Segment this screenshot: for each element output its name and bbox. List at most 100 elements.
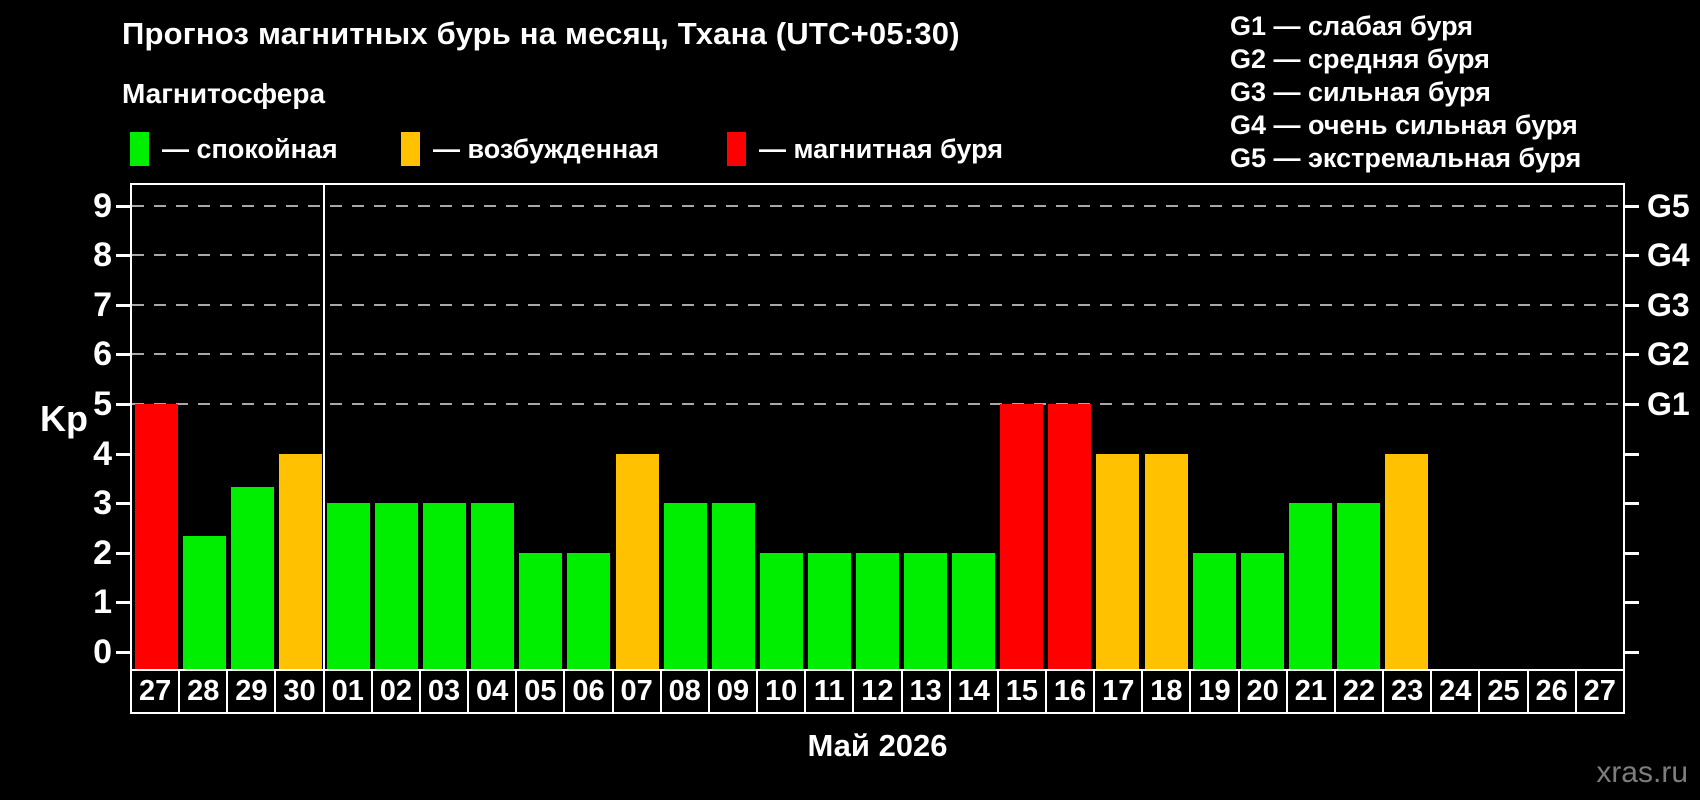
y-axis-label-8: 8 [93, 236, 112, 275]
day-label-13-slot-16: 13 [900, 671, 949, 712]
y-axis-tick-2 [116, 551, 130, 555]
watermark: xras.ru [1596, 756, 1688, 789]
bar-day-11 [807, 552, 851, 669]
bar-day-23 [1385, 453, 1429, 669]
right-axis-tick-6 [1625, 353, 1639, 357]
bar-day-18 [1144, 453, 1188, 669]
right-axis-label-g3: G3 [1647, 286, 1690, 323]
g4-legend-line: G4 — очень сильная буря [1230, 110, 1578, 140]
bar-day-06 [567, 552, 611, 669]
day-label-11-slot-14: 11 [804, 671, 852, 712]
bar-day-29 [230, 486, 274, 669]
y-axis-label-9: 9 [93, 186, 112, 225]
gridline-kp-9 [132, 204, 1623, 207]
bar-day-01 [326, 503, 370, 669]
bar-day-08 [663, 503, 707, 669]
g1-legend-line: G1 — слабая буря [1230, 11, 1474, 41]
right-axis-tick-1 [1625, 601, 1639, 605]
y-axis-tick-3 [116, 502, 130, 506]
day-label-06-slot-9: 06 [563, 671, 611, 712]
right-axis-tick-8 [1625, 254, 1639, 258]
bar-day-19 [1192, 552, 1236, 669]
magnetosphere-label: Магнитосфера [122, 78, 326, 109]
legend-item-quiet: — спокойная [130, 131, 338, 167]
right-axis-label-g4: G4 [1647, 237, 1690, 274]
day-label-18-slot-21: 18 [1141, 671, 1189, 712]
legend-label: — спокойная [162, 133, 338, 164]
bar-day-13 [904, 552, 948, 669]
month-separator-line [323, 185, 326, 669]
excited-color-swatch [401, 132, 420, 166]
y-axis-label-6: 6 [93, 335, 112, 374]
day-label-26-slot-29: 26 [1526, 671, 1575, 712]
right-axis-tick-9 [1625, 204, 1639, 208]
y-axis-label-1: 1 [93, 583, 112, 622]
right-axis-tick-5 [1625, 403, 1639, 406]
y-axis-tick-7 [116, 303, 130, 307]
day-label-16-slot-19: 16 [1044, 671, 1093, 712]
day-label-20-slot-23: 20 [1237, 671, 1286, 712]
bar-day-27 [134, 404, 178, 669]
y-axis-label-7: 7 [93, 285, 112, 324]
gridline-kp-5 [132, 403, 1623, 405]
day-label-19-slot-22: 19 [1189, 671, 1237, 712]
day-label-02-slot-5: 02 [370, 671, 419, 712]
day-label-22-slot-25: 22 [1333, 671, 1382, 712]
g3-legend-line: G3 — сильная буря [1230, 77, 1491, 107]
y-axis-label-3: 3 [93, 484, 112, 523]
day-label-30-slot-3: 30 [274, 671, 322, 712]
bar-day-15 [1000, 404, 1044, 669]
g5-legend-line: G5 — экстремальная буря [1230, 143, 1582, 173]
legend-label: — возбужденная [433, 133, 659, 164]
bar-day-17 [1096, 453, 1140, 669]
legend-label: — магнитная буря [759, 133, 1003, 164]
day-label-14-slot-17: 14 [948, 671, 997, 712]
bar-day-12 [856, 552, 899, 669]
day-label-12-slot-15: 12 [852, 671, 900, 712]
day-label-21-slot-24: 21 [1285, 671, 1334, 712]
right-axis-tick-2 [1625, 551, 1639, 555]
plot-area: 0 1 2 3 4 5 6 7 8 9 G1 G2 G3 G4 G5 [93, 183, 1690, 671]
y-axis-tick-0 [116, 651, 130, 654]
day-label-29-slot-2: 29 [226, 671, 274, 712]
bar-day-07 [615, 453, 659, 669]
day-labels-row: 27 28 29 30 01 02 03 04 05 06 07 08 09 10 11 12 13 14 15 16… [130, 669, 1625, 714]
y-axis-tick-1 [116, 601, 130, 605]
right-axis-tick-7 [1625, 303, 1639, 307]
bar-day-16 [1048, 404, 1092, 669]
legend-item-excited: — возбужденная [401, 131, 659, 167]
y-axis-label-5: 5 [93, 385, 112, 423]
day-label-04-slot-7: 04 [467, 671, 515, 712]
bar-day-28 [182, 536, 226, 669]
right-axis-tick-0 [1625, 651, 1639, 654]
day-label-15-slot-18: 15 [996, 671, 1045, 712]
bar-day-14 [952, 552, 996, 669]
day-label-09-slot-12: 09 [707, 671, 756, 712]
right-axis-label-g1: G1 [1647, 386, 1690, 422]
legend-item-storm: — магнитная буря [727, 131, 1003, 167]
bar-day-09 [711, 503, 755, 669]
bar-day-21 [1288, 503, 1332, 669]
bar-day-22 [1336, 503, 1380, 669]
y-axis-label-2: 2 [93, 533, 112, 572]
day-label-25-slot-28: 25 [1478, 671, 1526, 712]
day-label-01-slot-4: 01 [322, 671, 371, 712]
y-axis-tick-4 [116, 452, 130, 456]
bar-day-10 [759, 552, 803, 669]
day-label-28-slot-1: 28 [178, 671, 226, 712]
day-label-10-slot-13: 10 [756, 671, 804, 712]
gridline-kp-6 [132, 353, 1623, 356]
bar-day-20 [1240, 552, 1284, 669]
bar-day-05 [519, 552, 563, 669]
bar-day-03 [423, 503, 467, 669]
gridline-kp-8 [132, 254, 1623, 257]
day-label-03-slot-6: 03 [418, 671, 467, 712]
g-scale-legend: G1 — слабая буря G2 — средняя буря G3 — … [1230, 10, 1581, 175]
g2-legend-line: G2 — средняя буря [1230, 44, 1490, 74]
day-label-07-slot-10: 07 [611, 671, 660, 712]
day-label-08-slot-11: 08 [659, 671, 708, 712]
day-label-27-slot-0: 27 [138, 675, 172, 707]
storm-color-swatch [727, 132, 746, 166]
right-axis-label-g2: G2 [1647, 336, 1690, 373]
